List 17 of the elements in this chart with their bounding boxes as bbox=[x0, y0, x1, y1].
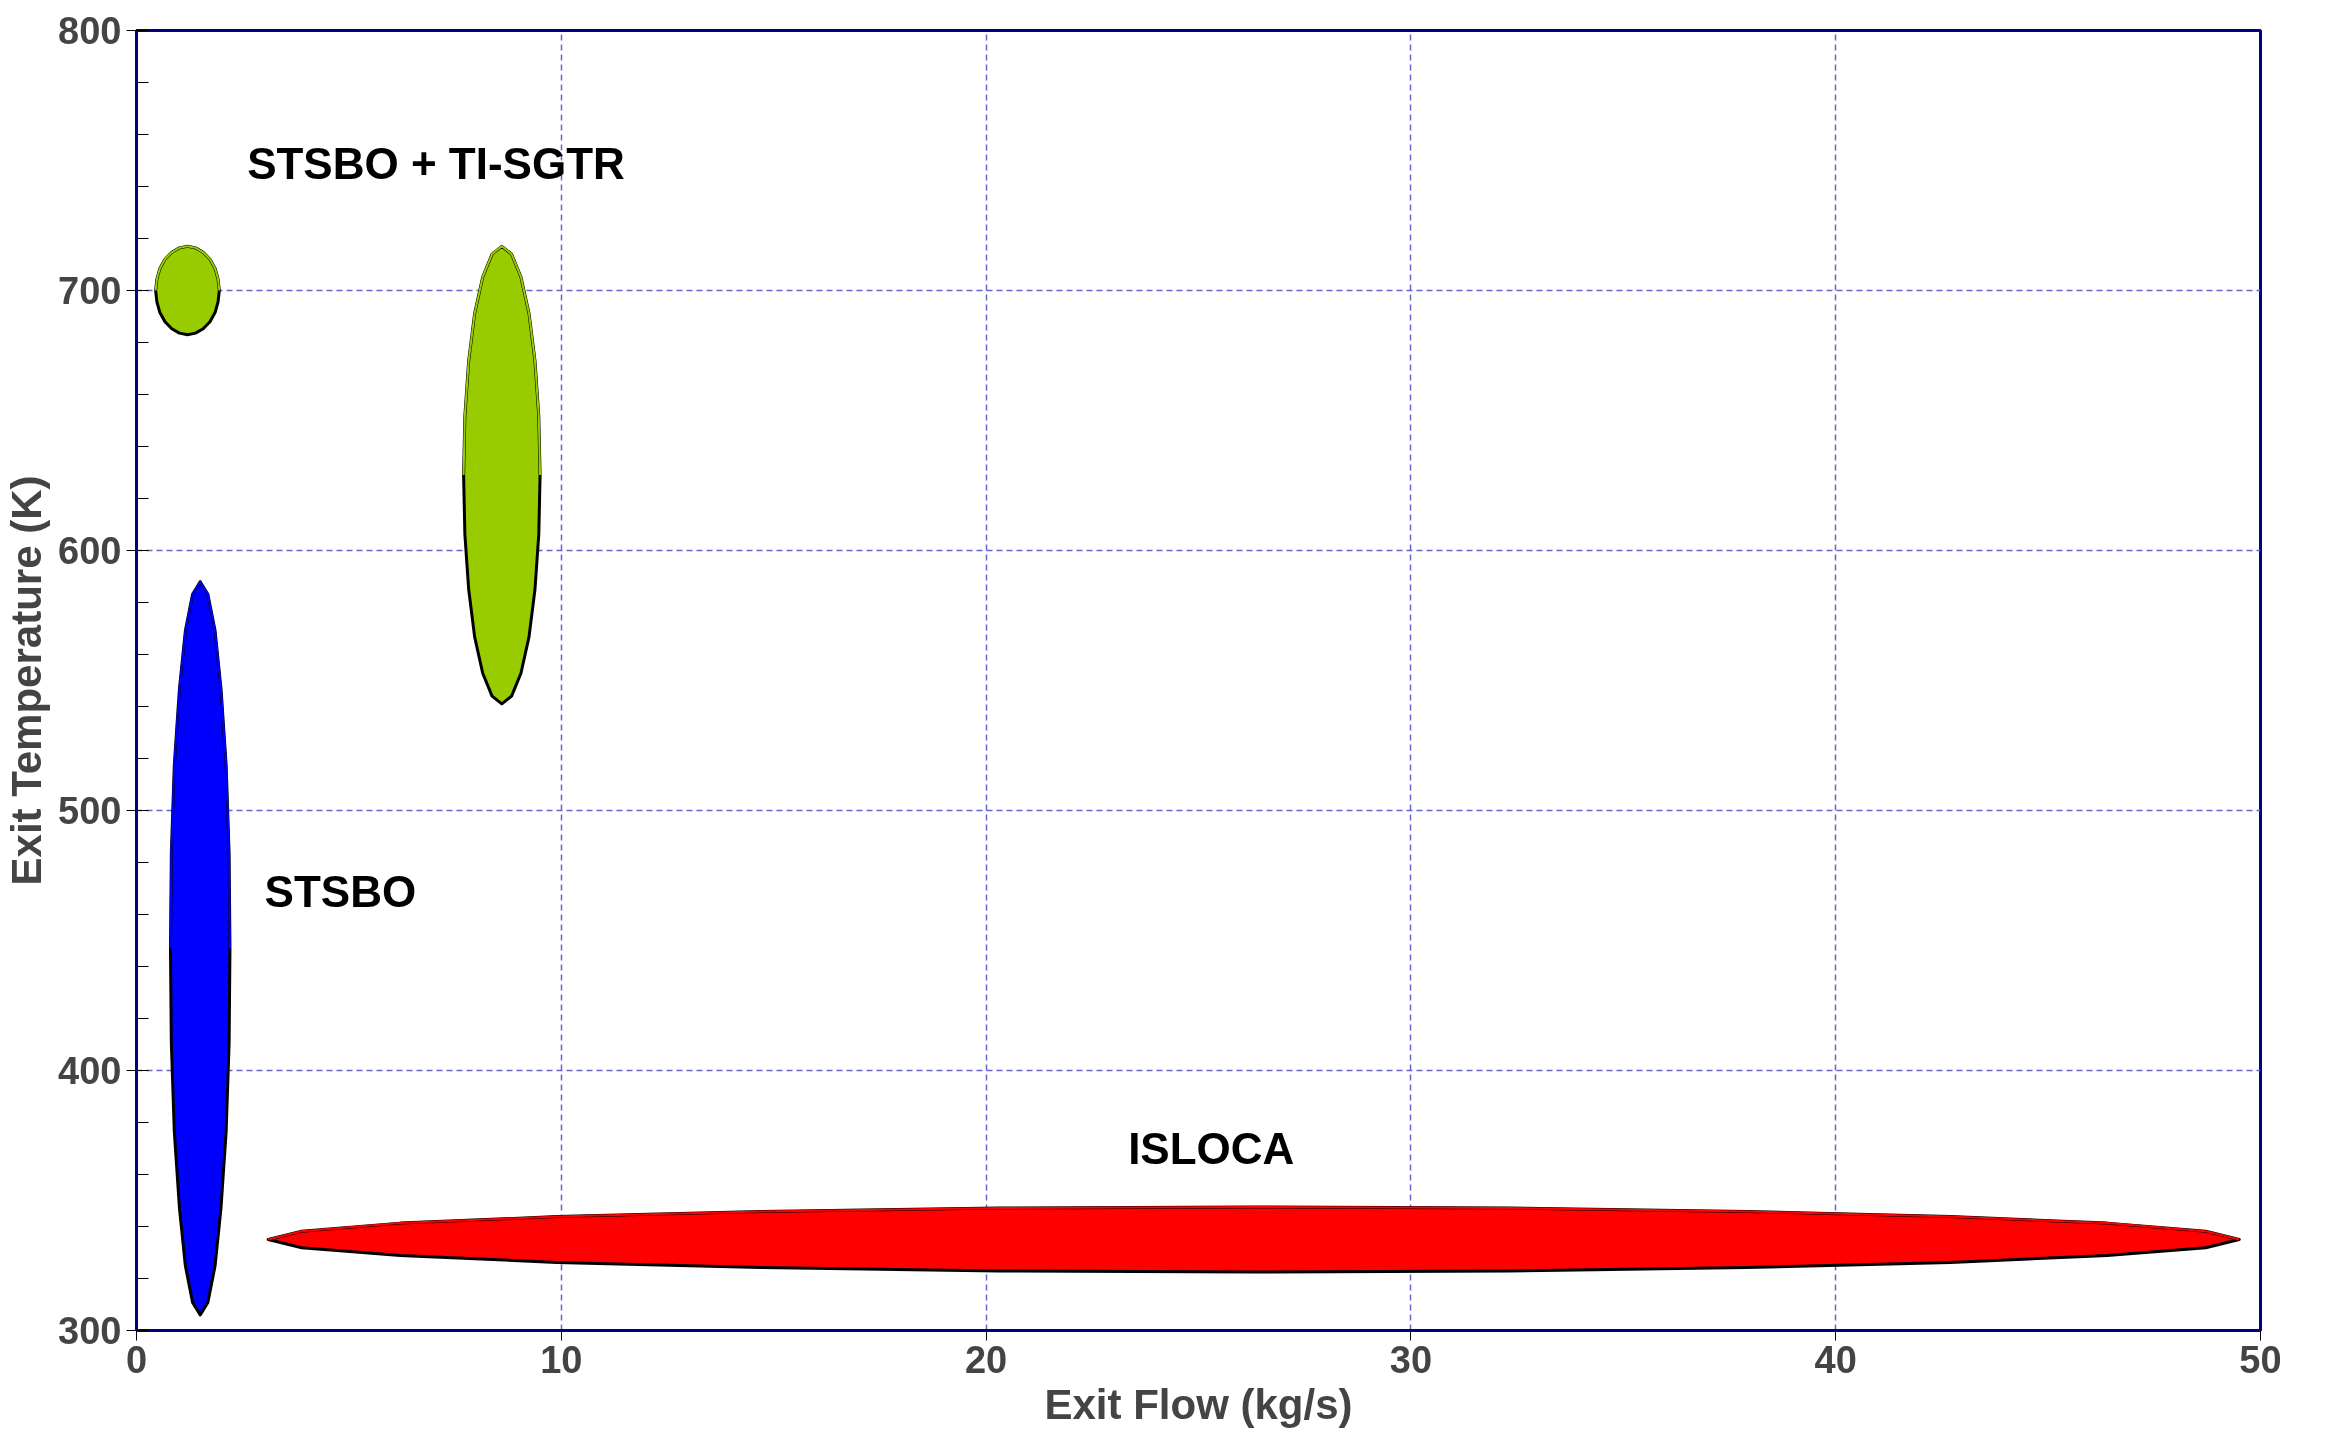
annotation: STSBO bbox=[264, 866, 417, 916]
annotation: ISLOCA bbox=[1128, 1124, 1295, 1173]
y-tick-label: 700 bbox=[58, 270, 122, 312]
x-tick-label: 50 bbox=[2239, 1338, 2282, 1381]
y-tick-label: 400 bbox=[58, 1050, 122, 1092]
x-tick-label: 0 bbox=[125, 1338, 148, 1381]
y-axis-title: Exit Temperature (K) bbox=[3, 475, 51, 886]
x-tick-label: 10 bbox=[540, 1338, 583, 1381]
y-tick-label: 600 bbox=[58, 530, 122, 572]
x-axis-title: Exit Flow (kg/s) bbox=[1044, 1380, 1353, 1428]
annotation: STSBO + TI-SGTR bbox=[247, 138, 625, 188]
y-tick-label: 300 bbox=[58, 1310, 122, 1352]
x-tick-label: 40 bbox=[1814, 1338, 1857, 1381]
y-tick-label: 800 bbox=[58, 10, 122, 52]
y-tick-label: 500 bbox=[58, 790, 122, 832]
x-tick-label: 20 bbox=[964, 1338, 1008, 1381]
x-tick-label: 30 bbox=[1389, 1338, 1433, 1381]
